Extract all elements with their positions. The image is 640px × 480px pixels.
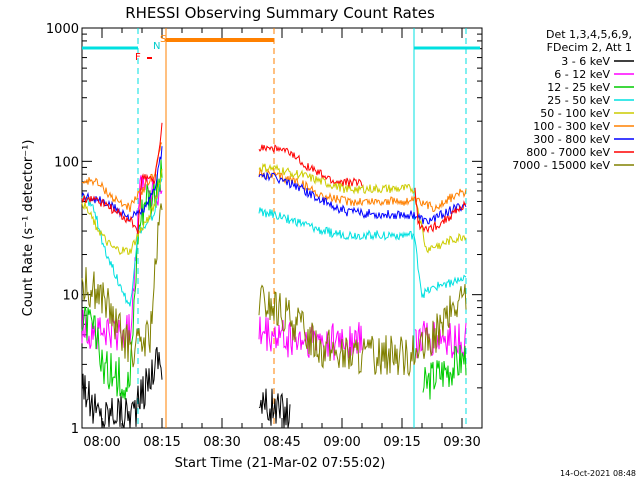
legend-label-2: 12 - 25 keV xyxy=(547,81,610,94)
x-tick-label: 08:15 xyxy=(143,435,180,450)
legend-label-6: 300 - 800 keV xyxy=(533,133,610,146)
plot-area: 1 10 100 1000 08:00 08:15 08:30 08:45 09:00 09:15… xyxy=(46,22,483,450)
chart-title: RHESSI Observing Summary Count Rates xyxy=(125,4,435,22)
legend-label-4: 50 - 100 keV xyxy=(540,107,610,120)
x-tick-label: 09:30 xyxy=(443,435,480,450)
flag-n: N xyxy=(153,41,160,52)
series-line-0 xyxy=(81,346,291,429)
y-tick-label: 1000 xyxy=(46,22,79,37)
y-tick-label: 1 xyxy=(71,422,79,437)
series-line-4 xyxy=(81,162,467,256)
legend-label-8: 7000 - 15000 keV xyxy=(512,159,610,172)
x-axis-label: Start Time (21-Mar-02 07:55:02) xyxy=(175,456,386,471)
legend-header-line-1: Det 1,3,4,5,6,9, xyxy=(546,28,632,41)
y-axis-label: Count Rate (s⁻¹ detector⁻¹) xyxy=(21,140,36,317)
series-line-5 xyxy=(81,142,467,213)
flag-s: S xyxy=(160,34,166,45)
x-tick-label: 08:00 xyxy=(83,435,120,450)
series-line-2 xyxy=(81,159,467,400)
x-tick-label: 08:30 xyxy=(203,435,240,450)
legend-label-0: 3 - 6 keV xyxy=(561,55,610,68)
series-line-7 xyxy=(81,122,467,235)
legend-label-5: 100 - 300 keV xyxy=(533,120,610,133)
series-line-8 xyxy=(81,203,467,377)
flag-f: F xyxy=(135,52,141,63)
y-tick-label: 100 xyxy=(54,155,79,170)
x-tick-label: 09:15 xyxy=(383,435,420,450)
x-tick-label: 09:00 xyxy=(323,435,360,450)
legend-label-1: 6 - 12 keV xyxy=(554,68,610,81)
x-tick-label: 08:45 xyxy=(263,435,300,450)
y-tick-label: 10 xyxy=(62,289,79,304)
legend: Det 1,3,4,5,6,9, FDecim 2, Att 1 3 - 6 k… xyxy=(512,28,634,172)
footer-timestamp: 14-Oct-2021 08:48 xyxy=(560,469,636,478)
flag-f-marker xyxy=(147,57,152,59)
legend-header-line-2: FDecim 2, Att 1 xyxy=(547,41,632,54)
legend-label-3: 25 - 50 keV xyxy=(547,94,610,107)
legend-label-7: 800 - 7000 keV xyxy=(526,146,610,159)
